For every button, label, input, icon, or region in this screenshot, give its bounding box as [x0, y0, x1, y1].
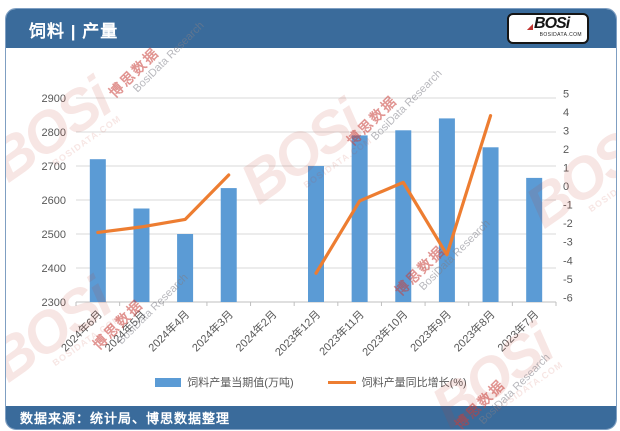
line-series-segment [314, 114, 493, 275]
logo-red-slash-icon: ◢ [526, 22, 534, 31]
x-axis-category-label: 2023年8月 [451, 307, 498, 354]
x-axis-category-label: 2023年9月 [407, 307, 454, 354]
x-axis-category-label: 2023年11月 [316, 307, 367, 358]
right-axis-tick-label: -3 [563, 237, 573, 249]
right-axis-tick-label: 1 [563, 163, 569, 175]
legend-item-bar: 饲料产量当期值(万吨) [155, 374, 294, 390]
legend-line-label: 饲料产量同比增长(%) [361, 377, 467, 389]
right-axis-tick-label: 3 [563, 125, 569, 137]
right-axis-tick-label: -2 [563, 218, 573, 230]
left-axis-tick-label: 2300 [42, 297, 66, 309]
x-axis-category-label: 2024年4月 [145, 307, 192, 354]
bosi-logo: ◢ BOSi BOSIDATA.COM [507, 13, 589, 44]
left-axis-tick-label: 2800 [42, 127, 66, 139]
left-axis-tick-label: 2400 [42, 263, 66, 275]
legend-bar-swatch [155, 377, 182, 387]
left-axis-tick-label: 2600 [42, 195, 66, 207]
footer-bar: 数据来源：统计局、博思数据整理 [6, 406, 616, 429]
chart-area: 2900 2800 2700 2600 2500 2400 2300 5 4 3 2 1 0 -1 -2 -3… [6, 48, 616, 406]
bar-2024年3月 [220, 188, 237, 302]
x-axis-category-label: 2024年6月 [58, 307, 105, 354]
x-axis-category-label: 2024年3月 [189, 307, 236, 354]
right-axis-tick-label: -4 [563, 255, 573, 267]
right-axis-tick-label: 0 [563, 181, 569, 193]
line-series-segment [96, 173, 231, 235]
left-axis-tick-label: 2900 [42, 93, 66, 105]
bar-2023年7月 [526, 177, 543, 302]
bar-line-chart: 2900 2800 2700 2600 2500 2400 2300 5 4 3 2 1 0 -1 -2 -3… [42, 88, 573, 358]
bar-2023年10月 [395, 130, 412, 302]
right-axis-tick-label: -1 [563, 200, 573, 212]
chart-legend: 饲料产量当期值(万吨) 饲料产量同比增长(%) [6, 374, 616, 390]
legend-bar-label: 饲料产量当期值(万吨) [187, 377, 294, 389]
right-axis-tick-label: 2 [563, 144, 569, 156]
bar-2023年11月 [351, 135, 368, 302]
right-axis-tick-label: 4 [563, 107, 569, 119]
logo-text: BOSi [534, 15, 570, 32]
header-bar: 饲料 | 产量 ◢ BOSi BOSIDATA.COM [6, 9, 616, 48]
right-axis-tick-label: -6 [563, 292, 573, 304]
bar-2024年6月 [89, 159, 106, 302]
left-axis-tick-label: 2700 [42, 161, 66, 173]
right-axis-tick-label: 5 [563, 88, 569, 100]
page-title: 饲料 | 产量 [29, 22, 119, 41]
data-source-text: 数据来源：统计局、博思数据整理 [20, 411, 231, 426]
legend-item-line: 饲料产量同比增长(%) [327, 374, 467, 390]
left-axis-tick-label: 2500 [42, 229, 66, 241]
x-axis-category-label: 2023年7月 [494, 307, 541, 354]
right-axis-tick-label: -5 [563, 274, 573, 286]
x-axis-category-label: 2024年2月 [232, 307, 279, 354]
bar-2024年4月 [177, 234, 194, 302]
x-axis-category-label: 2023年10月 [359, 307, 410, 358]
bar-2023年12月 [308, 166, 324, 302]
legend-line-swatch [327, 380, 356, 384]
bar-2023年9月 [438, 118, 455, 303]
report-card: 饲料 | 产量 ◢ BOSi BOSIDATA.COM 2900 2800 2700… [5, 8, 617, 430]
bar-2023年8月 [482, 147, 499, 302]
x-axis-category-label: 2024年5月 [101, 307, 148, 354]
x-axis-category-label: 2023年12月 [272, 307, 323, 358]
bar-2024年5月 [133, 208, 150, 302]
logo-subtext: BOSIDATA.COM [539, 32, 582, 38]
